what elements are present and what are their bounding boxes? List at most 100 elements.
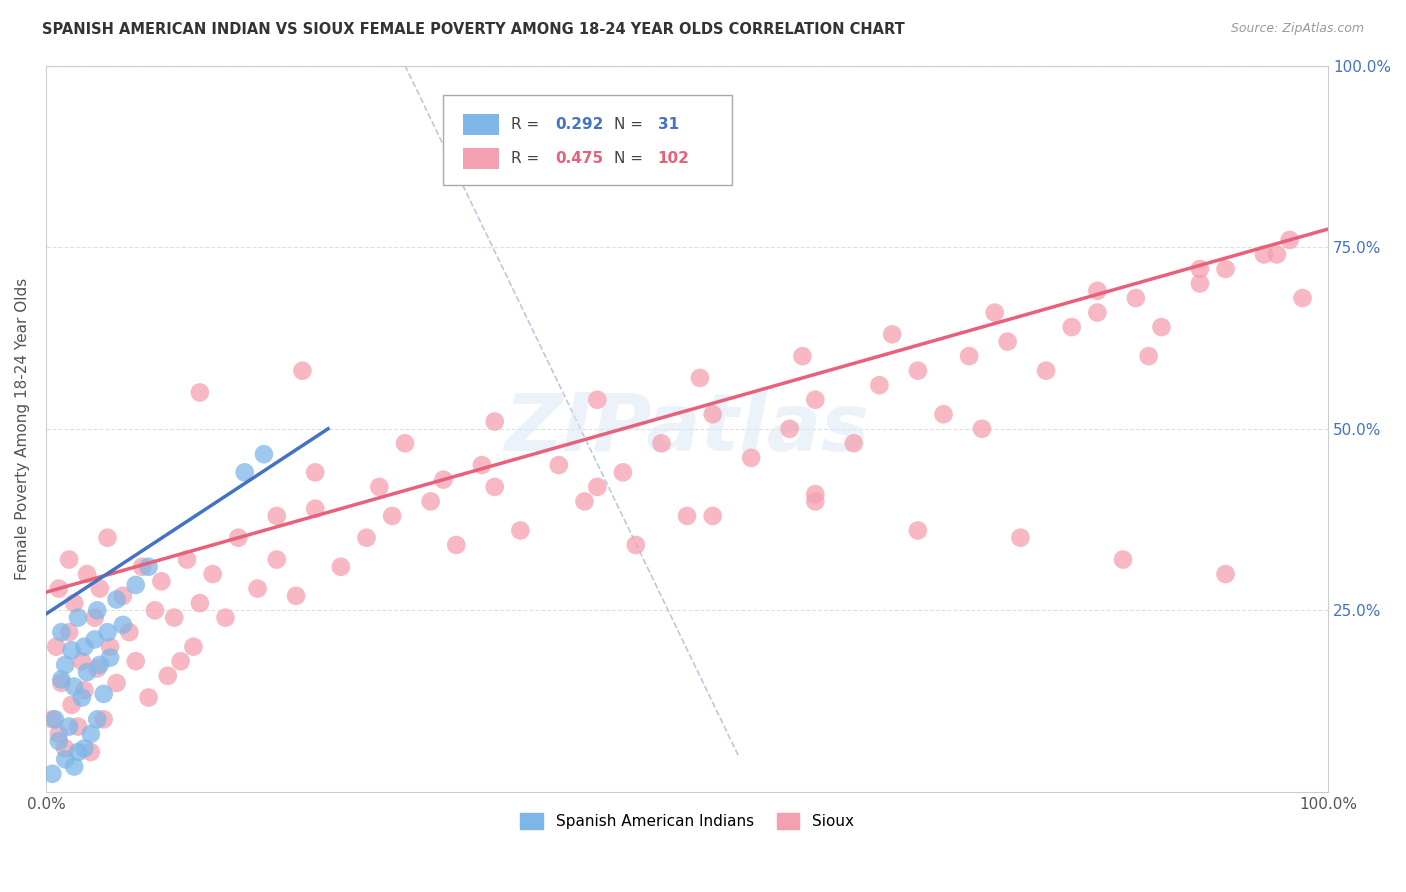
Point [266,508,288,523]
Point [1150,320,1173,334]
Point [58,625,80,640]
Point [907,524,929,538]
Point [356,531,378,545]
Text: N =: N = [614,151,643,166]
Point [58,720,80,734]
Point [60,698,83,712]
Point [105,676,128,690]
Legend: Spanish American Indians, Sioux: Spanish American Indians, Sioux [515,807,860,835]
Point [291,364,314,378]
Text: SPANISH AMERICAN INDIAN VS SIOUX FEMALE POVERTY AMONG 18-24 YEAR OLDS CORRELATIO: SPANISH AMERICAN INDIAN VS SIOUX FEMALE … [42,22,905,37]
FancyBboxPatch shape [443,95,733,186]
Point [586,392,609,407]
Point [138,559,160,574]
Point [484,415,506,429]
Text: 0.475: 0.475 [555,151,603,166]
Point [89,657,111,672]
Point [1215,567,1237,582]
Point [70,690,93,705]
Point [63,759,86,773]
Point [45,640,67,654]
Point [44,712,66,726]
Point [188,385,211,400]
Point [1010,531,1032,545]
Point [73,683,96,698]
Point [98,650,121,665]
Point [83,632,105,647]
Point [60,643,83,657]
Point [1125,291,1147,305]
Point [118,625,141,640]
Point [471,458,494,472]
Point [66,720,89,734]
Point [226,531,249,545]
Point [76,567,98,582]
Point [253,447,276,461]
Point [105,592,128,607]
Bar [463,148,499,169]
Point [80,727,103,741]
Point [574,494,596,508]
Point [176,552,198,566]
Point [51,673,73,687]
Point [73,640,96,654]
Point [63,596,86,610]
Point [419,494,441,508]
Point [96,531,118,545]
Text: Source: ZipAtlas.com: Source: ZipAtlas.com [1230,22,1364,36]
Point [66,610,89,624]
Point [970,422,993,436]
Point [1215,262,1237,277]
Point [138,690,160,705]
Point [804,392,827,407]
Point [48,582,70,596]
Point [547,458,569,472]
Point [41,712,63,726]
Point [96,625,118,640]
Point [201,567,224,582]
Point [41,766,63,780]
Point [183,640,205,654]
Point [70,654,93,668]
Point [1253,247,1275,261]
Point [93,687,115,701]
Point [111,618,134,632]
Point [740,450,762,465]
Point [1188,262,1211,277]
Point [86,661,108,675]
Point [73,741,96,756]
Point [86,603,108,617]
Point [394,436,416,450]
Point [676,508,699,523]
Point [1060,320,1083,334]
Text: 102: 102 [658,151,689,166]
Point [1137,349,1160,363]
Text: 0.292: 0.292 [555,117,603,132]
Point [882,327,904,342]
Text: N =: N = [614,117,643,132]
Point [188,596,211,610]
Point [156,669,179,683]
Point [304,466,326,480]
Point [150,574,173,589]
Point [51,676,73,690]
Point [984,305,1007,319]
Point [53,752,76,766]
Point [98,640,121,654]
Point [329,559,352,574]
Point [624,538,647,552]
Point [446,538,468,552]
Point [1278,233,1301,247]
Point [246,582,269,596]
Point [484,480,506,494]
Point [1265,247,1288,261]
Point [163,610,186,624]
Text: R =: R = [512,117,540,132]
Point [125,578,148,592]
Point [51,625,73,640]
Point [63,680,86,694]
Point [111,589,134,603]
Point [612,466,634,480]
Point [804,494,827,508]
Point [1035,364,1057,378]
